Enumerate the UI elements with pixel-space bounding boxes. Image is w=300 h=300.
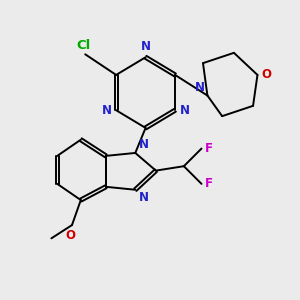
Text: N: N — [179, 104, 189, 117]
Text: O: O — [261, 68, 271, 81]
Text: N: N — [141, 40, 151, 53]
Text: N: N — [139, 191, 149, 204]
Text: F: F — [205, 142, 212, 155]
Text: O: O — [65, 229, 76, 242]
Text: N: N — [139, 139, 149, 152]
Text: N: N — [195, 81, 205, 94]
Text: Cl: Cl — [76, 39, 91, 52]
Text: N: N — [102, 104, 112, 117]
Text: F: F — [205, 177, 212, 190]
